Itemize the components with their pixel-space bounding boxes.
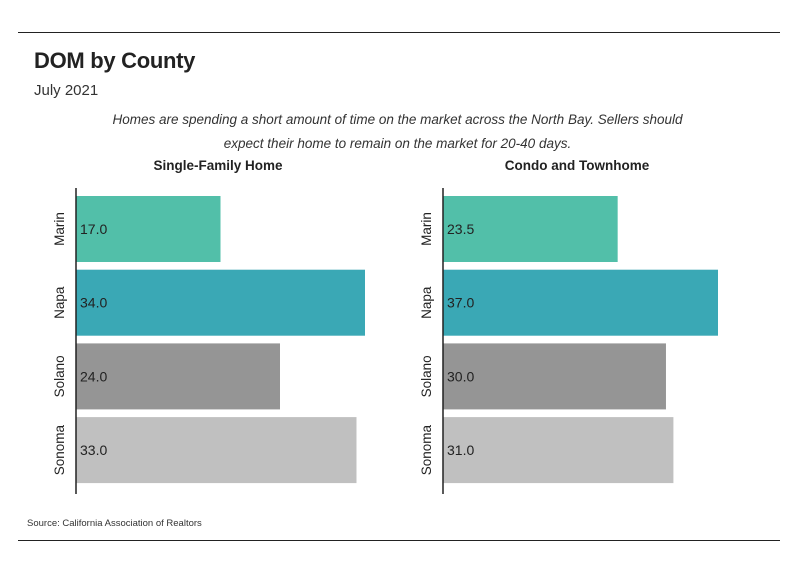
value-label-condo-and-townhome-napa: 37.0: [447, 295, 474, 311]
category-label-single-family-home-sonoma: Sonoma: [52, 424, 67, 475]
chart-subtitle: July 2021: [34, 82, 99, 99]
panel-title-single-family-home: Single-Family Home: [153, 158, 283, 173]
category-label-single-family-home-napa: Napa: [52, 286, 67, 319]
category-label-single-family-home-marin: Marin: [52, 212, 67, 246]
top-rule: [18, 32, 780, 33]
bar-condo-and-townhome-napa: [443, 269, 718, 336]
value-label-condo-and-townhome-solano: 30.0: [447, 368, 474, 384]
bar-single-family-home-napa: [76, 269, 365, 336]
bottom-rule: [18, 540, 780, 541]
category-label-condo-and-townhome-sonoma: Sonoma: [419, 424, 434, 475]
bar-condo-and-townhome-sonoma: [443, 417, 674, 484]
value-label-single-family-home-solano: 24.0: [80, 368, 107, 384]
bar-single-family-home-sonoma: [76, 417, 357, 484]
value-label-single-family-home-sonoma: 33.0: [80, 442, 107, 458]
chart-description: Homes are spending a short amount of tim…: [112, 112, 683, 151]
category-label-condo-and-townhome-solano: Solano: [419, 355, 434, 397]
category-label-single-family-home-solano: Solano: [52, 355, 67, 397]
value-label-condo-and-townhome-sonoma: 31.0: [447, 442, 474, 458]
value-label-condo-and-townhome-marin: 23.5: [447, 221, 474, 237]
panel-title-condo-and-townhome: Condo and Townhome: [505, 158, 650, 173]
chart-title: DOM by County: [34, 48, 196, 73]
source-note: Source: California Association of Realto…: [27, 518, 202, 529]
category-label-condo-and-townhome-marin: Marin: [419, 212, 434, 246]
bar-single-family-home-solano: [76, 343, 280, 410]
bar-condo-and-townhome-marin: [443, 196, 618, 262]
bar-condo-and-townhome-solano: [443, 343, 666, 410]
value-label-single-family-home-marin: 17.0: [80, 221, 107, 237]
value-label-single-family-home-napa: 34.0: [80, 295, 107, 311]
category-label-condo-and-townhome-napa: Napa: [419, 286, 434, 319]
bar-single-family-home-marin: [76, 196, 221, 262]
